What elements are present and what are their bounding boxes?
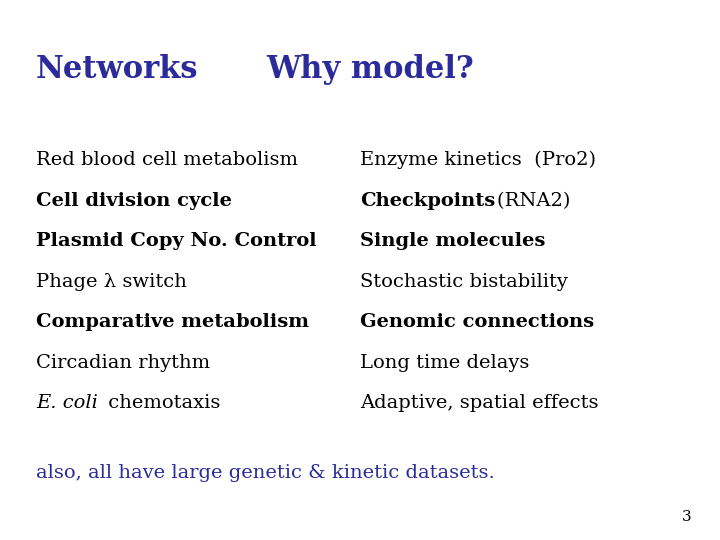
Text: Comparative metabolism: Comparative metabolism xyxy=(36,313,309,331)
Text: Phage λ switch: Phage λ switch xyxy=(36,273,187,291)
Text: Single molecules: Single molecules xyxy=(360,232,545,250)
Text: Adaptive, spatial effects: Adaptive, spatial effects xyxy=(360,394,598,412)
Text: also, all have large genetic & kinetic datasets.: also, all have large genetic & kinetic d… xyxy=(36,464,495,482)
Text: Enzyme kinetics  (Pro2): Enzyme kinetics (Pro2) xyxy=(360,151,596,170)
Text: (RNA2): (RNA2) xyxy=(472,192,571,210)
Text: chemotaxis: chemotaxis xyxy=(102,394,220,412)
Text: Genomic connections: Genomic connections xyxy=(360,313,594,331)
Text: Long time delays: Long time delays xyxy=(360,354,529,372)
Text: Why model?: Why model? xyxy=(266,54,474,85)
Text: Checkpoints: Checkpoints xyxy=(360,192,495,210)
Text: 3: 3 xyxy=(682,510,691,524)
Text: Stochastic bistability: Stochastic bistability xyxy=(360,273,568,291)
Text: Networks: Networks xyxy=(36,54,199,85)
Text: Plasmid Copy No. Control: Plasmid Copy No. Control xyxy=(36,232,317,250)
Text: Red blood cell metabolism: Red blood cell metabolism xyxy=(36,151,298,169)
Text: E. coli: E. coli xyxy=(36,394,98,412)
Text: Circadian rhythm: Circadian rhythm xyxy=(36,354,210,372)
Text: Cell division cycle: Cell division cycle xyxy=(36,192,232,210)
